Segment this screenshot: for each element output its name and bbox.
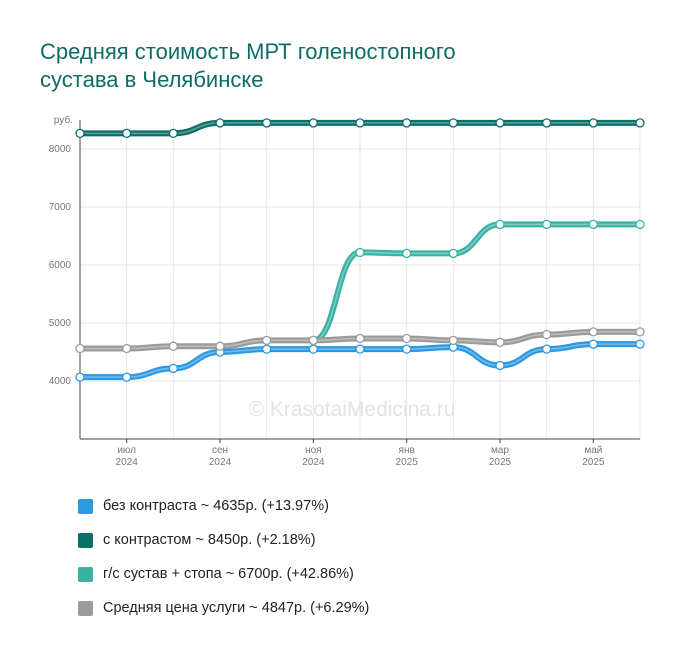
data-point[interactable]: [168, 341, 178, 351]
chart-title-line-1: Средняя стоимость МРТ голеностопного: [40, 39, 456, 64]
data-point[interactable]: [262, 335, 272, 346]
legend-label: без контраста ~ 4635р. (+13.97%): [103, 498, 329, 514]
data-point[interactable]: [262, 344, 272, 354]
legend: без контраста ~ 4635р. (+13.97%) с контра…: [78, 489, 369, 625]
data-point[interactable]: [75, 343, 85, 354]
data-point[interactable]: [402, 333, 412, 344]
data-point[interactable]: [635, 327, 645, 337]
y-tick-label: 7000: [49, 202, 72, 213]
grid-layer: [79, 120, 641, 439]
data-point[interactable]: [122, 343, 132, 354]
x-tick-label-month: июл: [117, 445, 136, 456]
x-tick-label-year: 2024: [209, 457, 232, 468]
x-tick-label-year: 2024: [116, 457, 139, 468]
data-point[interactable]: [495, 337, 505, 347]
data-point[interactable]: [122, 128, 132, 138]
data-point[interactable]: [588, 327, 598, 337]
data-point[interactable]: [215, 341, 225, 351]
data-point[interactable]: [308, 344, 318, 354]
legend-label: Средняя цена услуги ~ 4847р. (+6.29%): [103, 600, 370, 616]
x-tick-label-year: 2024: [302, 457, 325, 468]
data-point[interactable]: [542, 118, 552, 128]
points-layer: [75, 118, 645, 382]
x-tick-label-year: 2025: [582, 457, 605, 468]
data-point[interactable]: [402, 118, 412, 128]
legend-swatch: [78, 498, 93, 514]
data-point[interactable]: [308, 335, 318, 346]
data-point[interactable]: [542, 344, 552, 354]
x-tick-label-month: мар: [491, 445, 509, 456]
data-point[interactable]: [215, 118, 225, 128]
data-point[interactable]: [122, 372, 132, 382]
data-point[interactable]: [308, 118, 318, 128]
x-tick-label-month: май: [584, 445, 602, 456]
data-point[interactable]: [495, 360, 505, 371]
legend-item[interactable]: с контрастом ~ 8450р. (+2.18%): [78, 523, 369, 557]
y-tick-label: 6000: [49, 260, 72, 271]
x-tick-label-month: ноя: [305, 445, 322, 456]
x-tick-label-month: янв: [399, 445, 415, 456]
legend-item[interactable]: без контраста ~ 4635р. (+13.97%): [78, 489, 369, 523]
legend-label: с контрастом ~ 8450р. (+2.18%): [103, 532, 316, 548]
legend-label: г/с сустав + стопа ~ 6700р. (+42.86%): [103, 566, 354, 582]
data-point[interactable]: [588, 339, 598, 349]
data-point[interactable]: [168, 363, 178, 374]
data-point[interactable]: [588, 219, 598, 230]
data-point[interactable]: [355, 247, 365, 258]
data-point[interactable]: [495, 118, 505, 128]
data-point[interactable]: [402, 248, 412, 259]
legend-item[interactable]: Средняя цена услуги ~ 4847р. (+6.29%): [78, 591, 369, 625]
legend-swatch: [78, 566, 93, 582]
data-point[interactable]: [448, 118, 458, 128]
x-tick-label-year: 2025: [489, 457, 512, 468]
y-tick-label: 4000: [49, 376, 72, 387]
chart-title-line-2: сустава в Челябинске: [40, 67, 264, 92]
data-point[interactable]: [168, 128, 178, 138]
data-point[interactable]: [355, 333, 365, 344]
watermark: © KrasotaiMedicina.ru: [249, 398, 456, 421]
legend-swatch: [78, 532, 93, 548]
data-point[interactable]: [635, 339, 645, 349]
data-point[interactable]: [448, 335, 458, 346]
data-point[interactable]: [495, 219, 505, 230]
data-point[interactable]: [355, 344, 365, 354]
y-tick-label: 5000: [49, 318, 72, 329]
data-point[interactable]: [402, 344, 412, 354]
data-point[interactable]: [542, 219, 552, 230]
data-point[interactable]: [635, 219, 645, 230]
data-point[interactable]: [635, 118, 645, 128]
data-point[interactable]: [262, 118, 272, 128]
data-point[interactable]: [75, 372, 85, 382]
x-tick-label-month: сен: [212, 445, 228, 456]
chart-title: Средняя стоимость МРТ голеностопного сус…: [40, 38, 600, 94]
data-point[interactable]: [542, 329, 552, 340]
data-point[interactable]: [448, 248, 458, 259]
axis-layer: 40005000600070008000руб.июл2024сен2024но…: [49, 114, 640, 468]
y-tick-label: 8000: [49, 144, 72, 155]
y-unit-label: руб.: [54, 114, 73, 126]
x-tick-label-year: 2025: [396, 457, 419, 468]
line-chart: © KrasotaiMedicina.ru 4000 5000 6000 7000 80…: [49, 114, 645, 468]
legend-item[interactable]: г/с сустав + стопа ~ 6700р. (+42.86%): [78, 557, 369, 591]
data-point[interactable]: [355, 118, 365, 128]
legend-swatch: [78, 600, 93, 616]
data-point[interactable]: [588, 118, 598, 128]
data-point[interactable]: [75, 128, 85, 138]
